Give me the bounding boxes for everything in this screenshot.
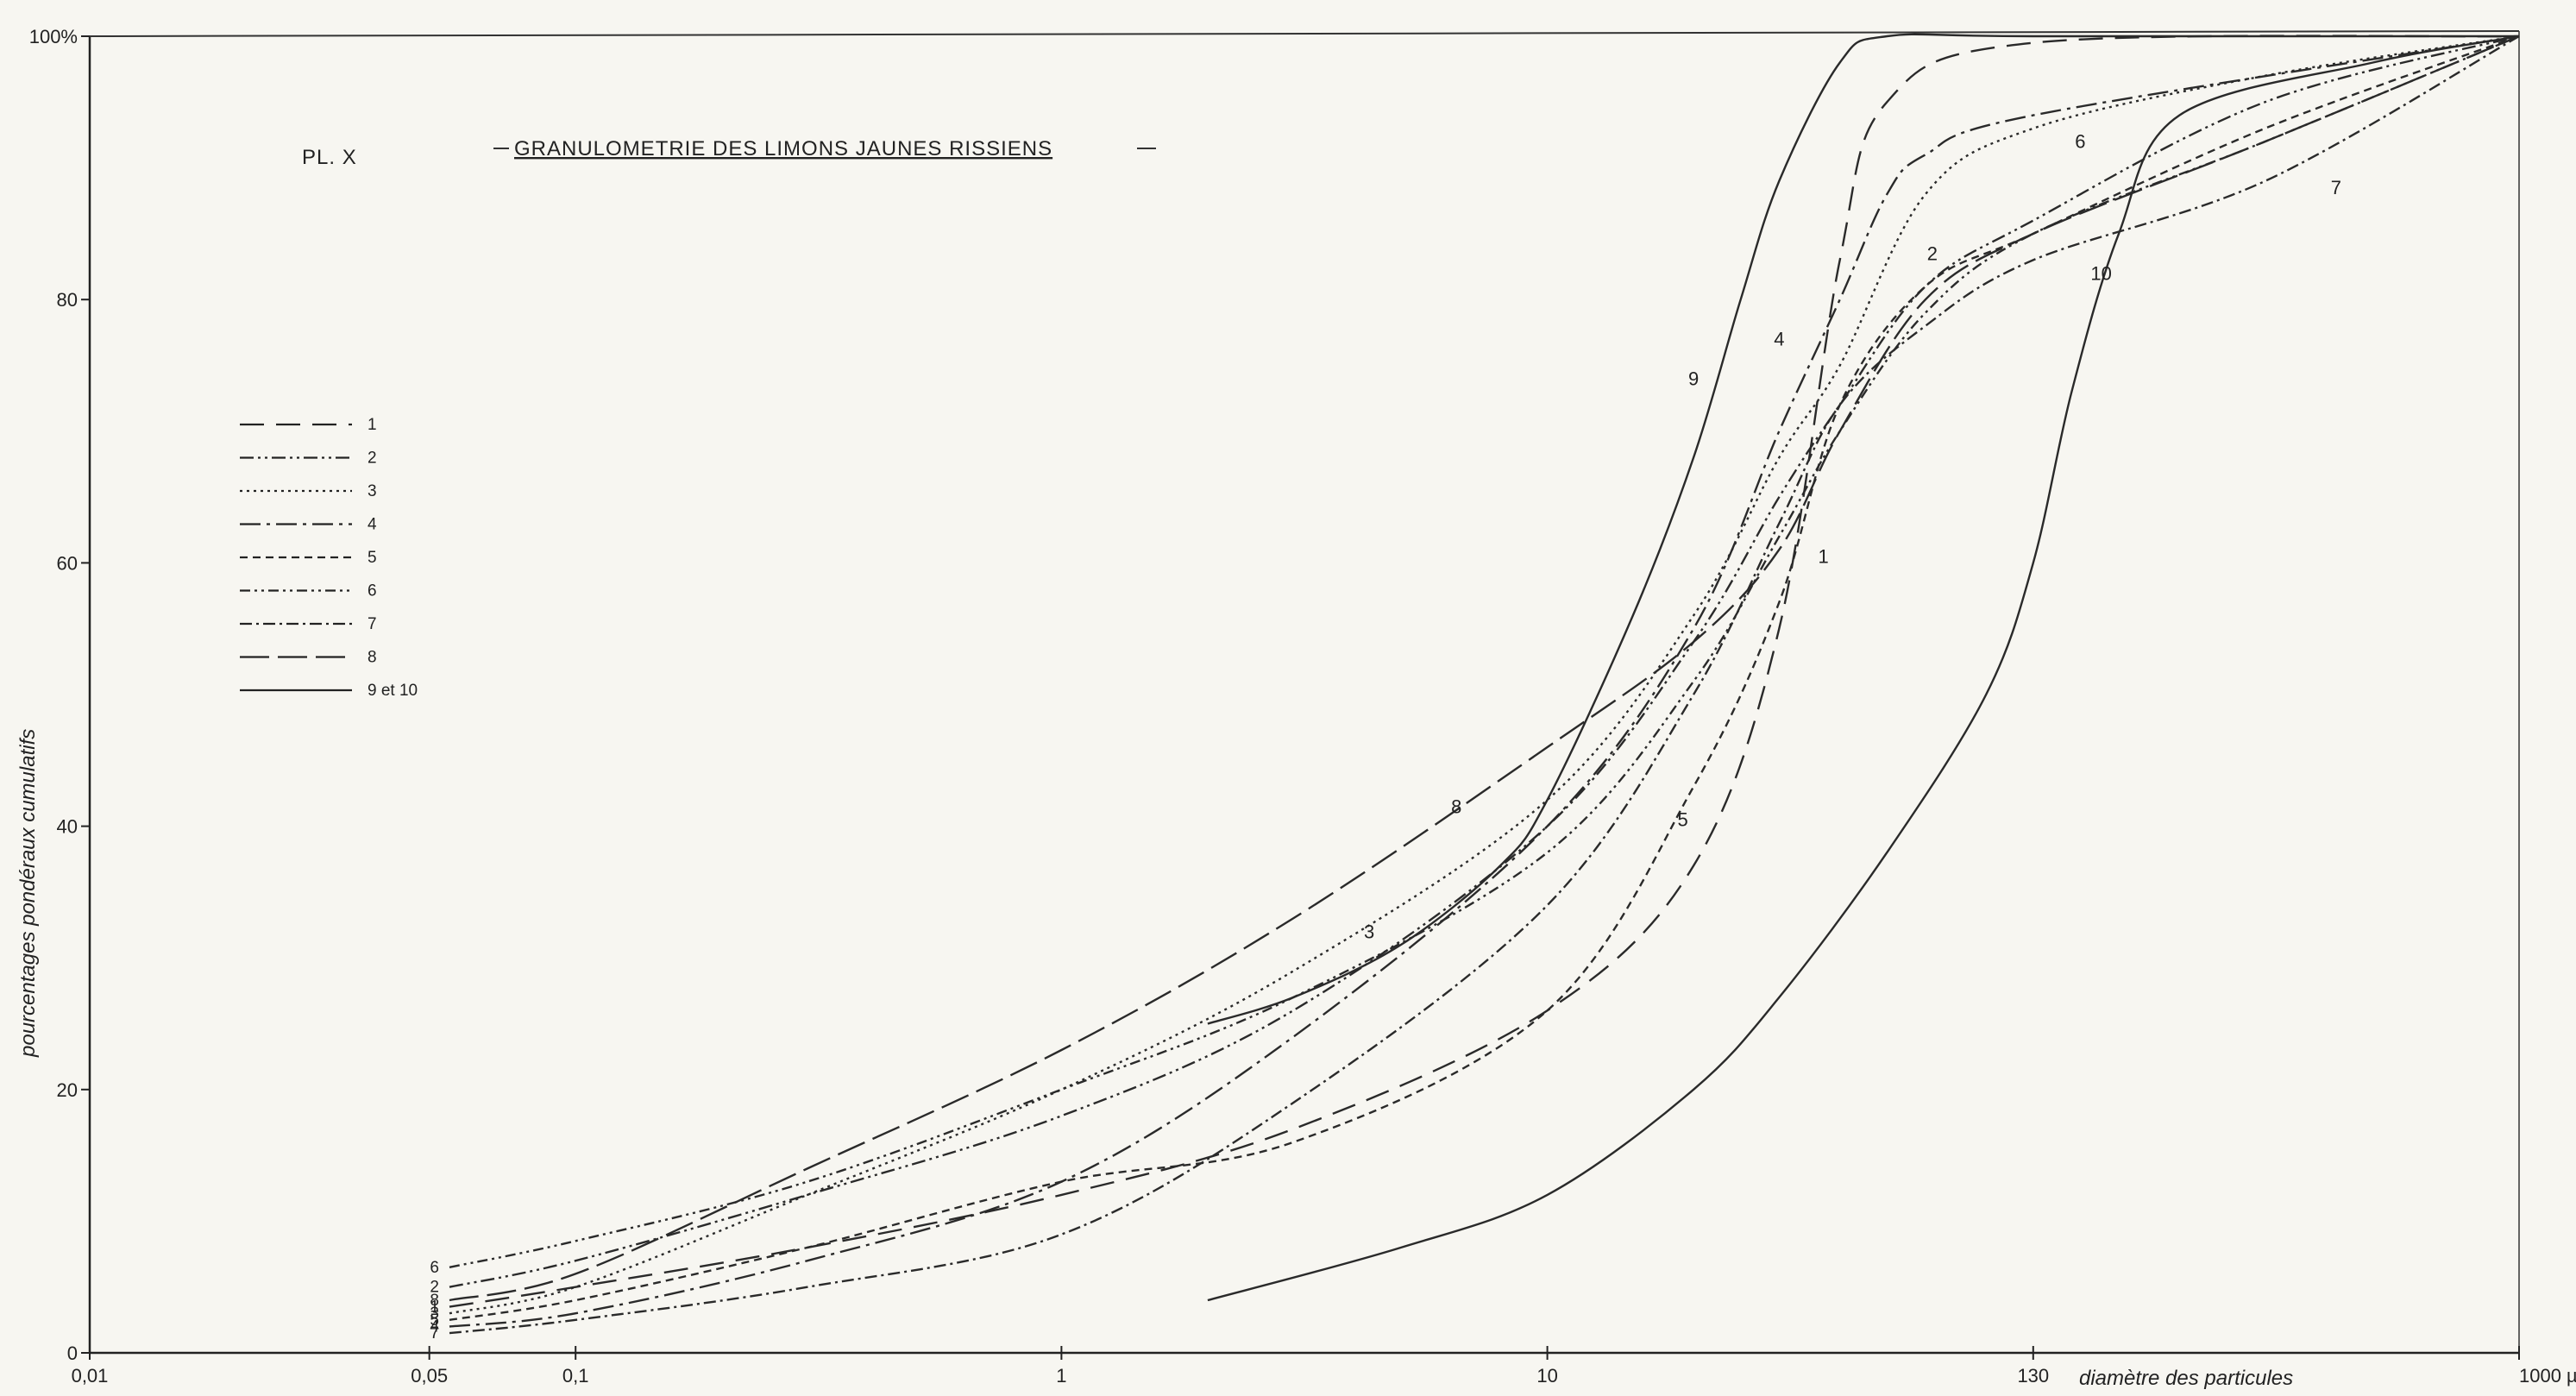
axes — [81, 30, 2520, 1360]
y-tick-label: 100% — [29, 26, 78, 47]
legend-label-3: 3 — [368, 482, 377, 500]
legend-label-7: 7 — [368, 615, 377, 633]
curve-label-5: 5 — [1677, 809, 1687, 831]
curve-1 — [449, 35, 2520, 1308]
curve-label-7: 7 — [2331, 177, 2341, 198]
curve-label-1: 1 — [1818, 545, 1828, 567]
curve-start-label-3: 3 — [430, 1305, 439, 1323]
legend-label-9: 9 et 10 — [368, 682, 418, 700]
x-tick-label: 10 — [1536, 1365, 1557, 1387]
y-tick-label: 40 — [57, 816, 78, 838]
curve-8 — [449, 35, 2520, 1302]
curve-label-10: 10 — [2090, 262, 2111, 284]
curve-5 — [449, 35, 2520, 1321]
curve-label-8: 8 — [1451, 795, 1461, 817]
legend-label-8: 8 — [368, 649, 377, 667]
curve-start-label-1: 1 — [430, 1299, 439, 1317]
legend: 1 2 3 4 5 6 7 8 9 et 10 — [240, 416, 418, 700]
y-axis-label: pourcentages pondéraux cumulatifs — [16, 729, 40, 1058]
curve-label-6: 6 — [2075, 131, 2085, 153]
y-tick-label: 80 — [57, 289, 78, 311]
y-tick-label: 60 — [57, 552, 78, 574]
legend-label-2: 2 — [368, 450, 377, 468]
curve-4 — [449, 35, 2520, 1328]
x-tick-label: 0,05 — [411, 1365, 448, 1387]
x-tick-label: 1 — [1056, 1365, 1066, 1387]
plate-label: PL. X — [302, 146, 357, 169]
x-axis-label: diamètre des particules — [2079, 1367, 2293, 1390]
curves — [449, 33, 2520, 1335]
y-tick-label: 20 — [57, 1079, 78, 1101]
curve-label-4: 4 — [1774, 329, 1784, 350]
curve-6 — [449, 35, 2520, 1268]
curve-3 — [449, 35, 2520, 1315]
x-tick-label: 0,1 — [562, 1365, 589, 1387]
legend-label-4: 4 — [368, 516, 377, 534]
y-tick-label: 0 — [67, 1343, 78, 1364]
curve-label-9: 9 — [1688, 368, 1699, 389]
curve-label-3: 3 — [1364, 921, 1374, 942]
curve-9 — [1207, 33, 2519, 1025]
x-tick-label: 130 — [2017, 1365, 2049, 1387]
tick-labels: 0,01 0,05 0,1 1 10 130 1000 µ 0 20 40 60 80 100% — [29, 26, 2576, 1387]
curve-start-label-8: 8 — [430, 1292, 439, 1310]
legend-label-6: 6 — [368, 582, 377, 601]
curve-start-label-7: 7 — [430, 1324, 439, 1343]
x-tick-label: 0,01 — [72, 1365, 109, 1387]
x-tick-label: 1000 µ — [2519, 1365, 2576, 1387]
chart-title: GRANULOMETRIE DES LIMONS JAUNES RISSIENS — [514, 137, 1052, 160]
legend-label-5: 5 — [368, 549, 377, 567]
curve-start-label-6: 6 — [430, 1259, 439, 1277]
legend-label-1: 1 — [368, 416, 377, 434]
curve-start-label-2: 2 — [430, 1279, 439, 1297]
curve-start-label-5: 5 — [430, 1311, 439, 1330]
top-frame-line — [89, 30, 2520, 37]
curve-label-2: 2 — [1927, 242, 1938, 264]
curve-7 — [449, 35, 2520, 1335]
curve-start-label-4: 4 — [430, 1317, 439, 1336]
curve-2 — [449, 35, 2520, 1288]
curve-10 — [1207, 35, 2520, 1302]
